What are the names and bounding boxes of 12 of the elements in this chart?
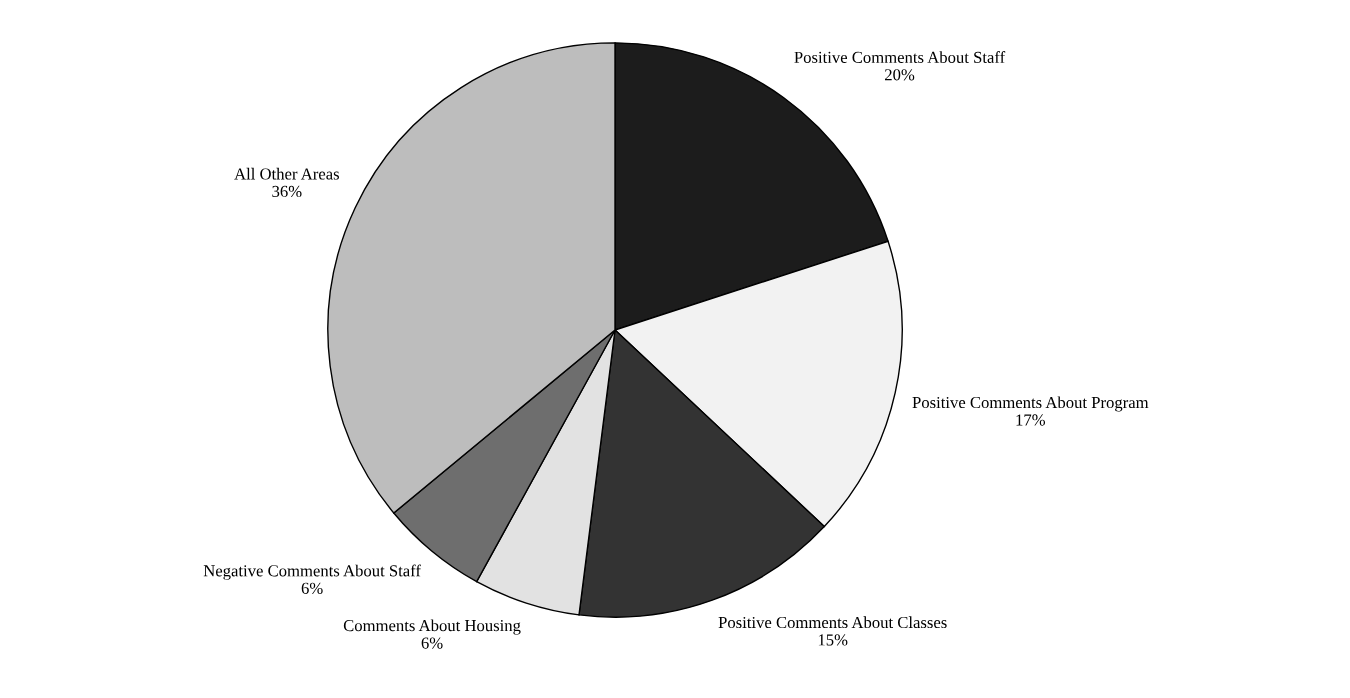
data-label: 6% [301, 582, 323, 594]
data-label: 15% [818, 634, 848, 646]
slice-label: Negative Comments About Staff [203, 564, 421, 580]
slice-label: Positive Comments About Staff [794, 51, 1006, 63]
slice-label: All Other Areas [234, 167, 339, 180]
slice-label: Comments About Housing [343, 619, 521, 635]
data-label: 20% [885, 69, 915, 81]
data-label: 6% [421, 637, 443, 649]
slice-label: Positive Comments About Classes [718, 616, 947, 629]
data-label: 17% [1016, 414, 1046, 426]
data-label: 36% [272, 185, 302, 198]
slice-label: Positive Comments About Program [912, 396, 1149, 412]
